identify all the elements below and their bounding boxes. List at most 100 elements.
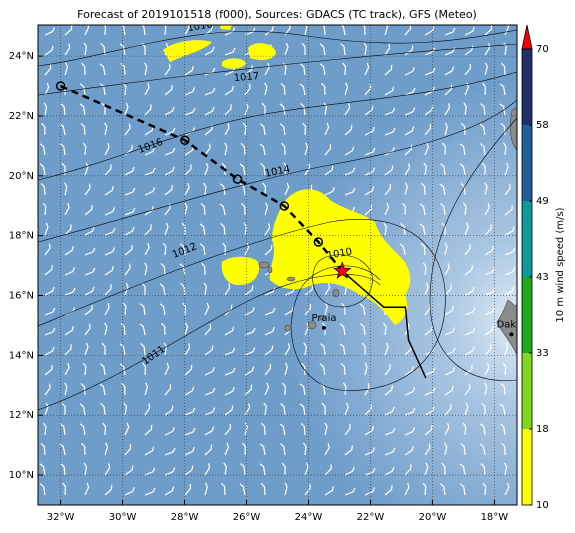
wind-barb bbox=[160, 263, 166, 276]
wind-barb bbox=[101, 342, 106, 356]
wind-barb bbox=[61, 162, 66, 176]
x-tick-label: 22°W bbox=[357, 512, 385, 523]
wind-barb bbox=[304, 462, 309, 476]
wind-barb bbox=[441, 222, 446, 236]
wind-barb bbox=[324, 443, 330, 456]
wind-barb bbox=[204, 87, 216, 96]
wind-barb bbox=[404, 87, 416, 96]
wind-barb bbox=[302, 122, 307, 136]
wind-barb bbox=[244, 347, 256, 356]
wind-barb bbox=[64, 182, 68, 196]
wind-barb bbox=[181, 222, 186, 236]
wind-barb bbox=[200, 203, 206, 216]
place-dot bbox=[321, 325, 326, 330]
wind-barb bbox=[222, 242, 227, 256]
colorbar-extension bbox=[521, 24, 533, 50]
wind-barb bbox=[164, 362, 170, 376]
wind-barb bbox=[84, 286, 95, 296]
wind-barb bbox=[81, 442, 86, 456]
wind-barb bbox=[104, 227, 116, 236]
wind-barb bbox=[199, 243, 206, 256]
wind-barb bbox=[104, 265, 114, 276]
wind-barb bbox=[41, 122, 46, 136]
wind-barb bbox=[499, 423, 506, 436]
wind-barb bbox=[139, 323, 146, 336]
wind-barb bbox=[119, 25, 126, 36]
wind-barb bbox=[264, 223, 271, 236]
wind-barb bbox=[44, 64, 52, 76]
wind-barb bbox=[184, 465, 194, 476]
wind-barb bbox=[404, 66, 415, 76]
place-label: Dakar bbox=[497, 319, 528, 330]
wind-barb bbox=[499, 83, 506, 96]
wind-barb bbox=[44, 27, 55, 36]
wind-barb bbox=[99, 363, 106, 376]
wind-barb bbox=[404, 445, 414, 456]
wind-barb bbox=[384, 485, 393, 496]
wind-barb bbox=[422, 262, 427, 276]
wind-barb bbox=[424, 406, 435, 416]
wind-barb bbox=[204, 67, 216, 76]
colorbar-segment bbox=[522, 429, 532, 505]
wind-barb bbox=[104, 484, 113, 496]
wind-barb bbox=[484, 267, 496, 276]
wind-barb bbox=[199, 223, 206, 236]
wind-barb bbox=[284, 182, 290, 196]
wind-barb bbox=[344, 423, 351, 436]
wind-barb bbox=[44, 243, 51, 256]
wind-barb bbox=[464, 307, 476, 316]
wind-barb bbox=[443, 442, 448, 456]
colorbar-tick-label: 49 bbox=[536, 196, 549, 207]
current-position bbox=[333, 261, 352, 279]
wind-barb bbox=[342, 382, 347, 396]
wind-barb bbox=[402, 202, 406, 216]
wind-barb bbox=[239, 163, 246, 176]
wind-barb bbox=[224, 304, 233, 316]
wind-barb bbox=[423, 162, 427, 176]
wind-barb bbox=[204, 366, 215, 376]
wind-barb bbox=[444, 422, 450, 436]
wind-barb bbox=[164, 222, 169, 236]
wind-barb bbox=[244, 306, 255, 316]
wind-barb bbox=[384, 385, 394, 396]
wind-barb bbox=[424, 462, 429, 476]
wind-barb bbox=[464, 265, 474, 276]
wind-barb bbox=[344, 167, 356, 176]
wind-barb bbox=[301, 42, 306, 56]
wind-barb bbox=[224, 142, 228, 156]
wind-barb bbox=[162, 242, 167, 256]
wind-barb bbox=[144, 424, 153, 436]
wind-barb bbox=[262, 182, 267, 196]
wind-barb bbox=[364, 383, 370, 396]
colorbar-segment bbox=[522, 201, 532, 277]
wind-barb bbox=[279, 123, 286, 136]
wind-barb bbox=[404, 427, 416, 436]
wind-barb bbox=[442, 142, 446, 156]
wind-barb bbox=[339, 323, 346, 336]
colorbar-tick-label: 43 bbox=[536, 272, 549, 283]
wind-barb bbox=[142, 362, 147, 376]
wind-barb bbox=[464, 365, 473, 376]
wind-barb bbox=[164, 384, 172, 396]
colorbar-tick-label: 70 bbox=[536, 44, 549, 55]
wind-barb bbox=[444, 284, 452, 296]
wind-barb bbox=[282, 382, 286, 396]
wind-barb bbox=[204, 345, 214, 356]
wind-barb bbox=[59, 423, 66, 436]
wind-barb bbox=[124, 166, 135, 176]
rain-areas bbox=[163, 25, 411, 325]
wind-barb bbox=[321, 402, 326, 416]
wind-barb bbox=[299, 383, 306, 396]
wind-barb bbox=[64, 363, 70, 376]
wind-barb bbox=[44, 45, 54, 56]
wind-barb bbox=[84, 323, 91, 336]
wind-barb bbox=[239, 183, 246, 196]
wind-barb bbox=[144, 446, 155, 456]
wind-barb bbox=[124, 465, 134, 476]
y-tick-label: 12°N bbox=[9, 410, 34, 421]
wind-barb bbox=[264, 63, 270, 76]
wind-barb bbox=[281, 142, 286, 156]
wind-barb bbox=[224, 423, 232, 436]
wind-barb bbox=[81, 62, 86, 76]
